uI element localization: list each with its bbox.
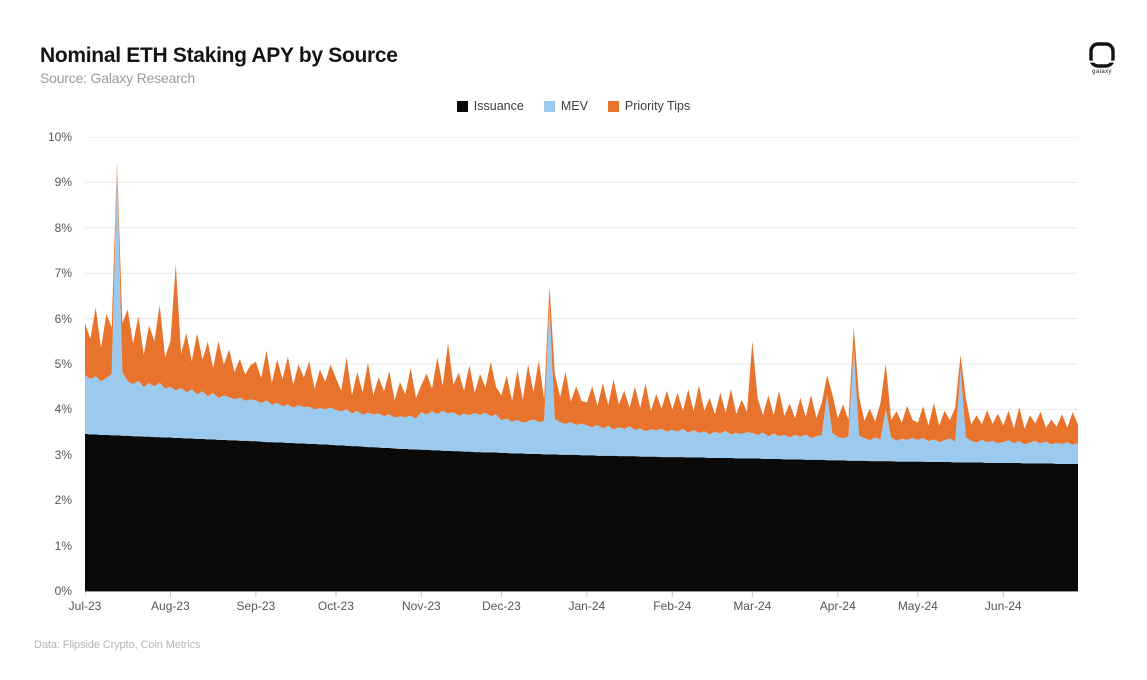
y-axis-tick-label: 8%: [54, 220, 72, 235]
area-series-priority-tips: [85, 161, 1078, 445]
y-axis-tick-label: 7%: [54, 266, 72, 281]
x-axis-tick-label: Mar-24: [733, 599, 772, 613]
x-axis-tick-label: Jan-24: [568, 599, 606, 613]
x-axis-tick-label: Jul-23: [68, 599, 102, 613]
y-axis-tick-label: 5%: [54, 357, 72, 371]
y-axis-tick-label: 3%: [54, 447, 72, 462]
page-title: Nominal ETH Staking APY by Source: [40, 44, 398, 67]
legend-label: Priority Tips: [624, 99, 691, 113]
galaxy-logo: galaxy: [1085, 42, 1119, 75]
data-attribution: Data: Flipside Crypto, Coin Metrics: [34, 639, 201, 651]
y-axis-tick-label: 4%: [54, 402, 72, 417]
y-axis-tick-label: 2%: [54, 493, 72, 508]
legend-swatch-icon: [607, 100, 619, 112]
legend: Issuance MEV Priority Tips: [0, 99, 1147, 113]
x-axis-tick-label: Oct-23: [317, 599, 354, 613]
x-axis-tick-label: Feb-24: [653, 599, 692, 613]
stacked-area-chart: [85, 137, 1078, 597]
chart-source: Source: Galaxy Research: [40, 70, 195, 86]
area-series-mev: [85, 169, 1078, 464]
x-axis-tick-label: Jun-24: [984, 599, 1022, 613]
x-axis-tick-label: Nov-23: [401, 599, 441, 613]
legend-label: Issuance: [473, 99, 524, 113]
x-axis-tick-label: May-24: [897, 599, 938, 613]
galaxy-logo-icon: [1089, 42, 1115, 68]
legend-swatch-icon: [543, 100, 555, 112]
galaxy-logo-text: galaxy: [1092, 69, 1112, 75]
legend-item-priority-tips: Priority Tips: [607, 99, 691, 113]
y-axis-tick-label: 0%: [54, 584, 72, 598]
y-axis-tick-label: 6%: [54, 311, 72, 326]
y-axis-tick-label: 9%: [54, 175, 72, 190]
x-axis-tick-label: Apr-24: [819, 599, 856, 613]
legend-item-mev: MEV: [543, 99, 588, 113]
legend-item-issuance: Issuance: [456, 99, 524, 113]
legend-swatch-icon: [456, 100, 468, 112]
legend-label: MEV: [560, 99, 588, 113]
x-axis-tick-label: Dec-23: [482, 599, 521, 613]
x-axis-tick-label: Sep-23: [236, 599, 276, 613]
area-series-issuance: [85, 433, 1078, 591]
x-axis-tick-label: Aug-23: [151, 599, 190, 613]
y-axis-tick-label: 10%: [47, 130, 72, 144]
y-axis-tick-label: 1%: [54, 538, 72, 553]
